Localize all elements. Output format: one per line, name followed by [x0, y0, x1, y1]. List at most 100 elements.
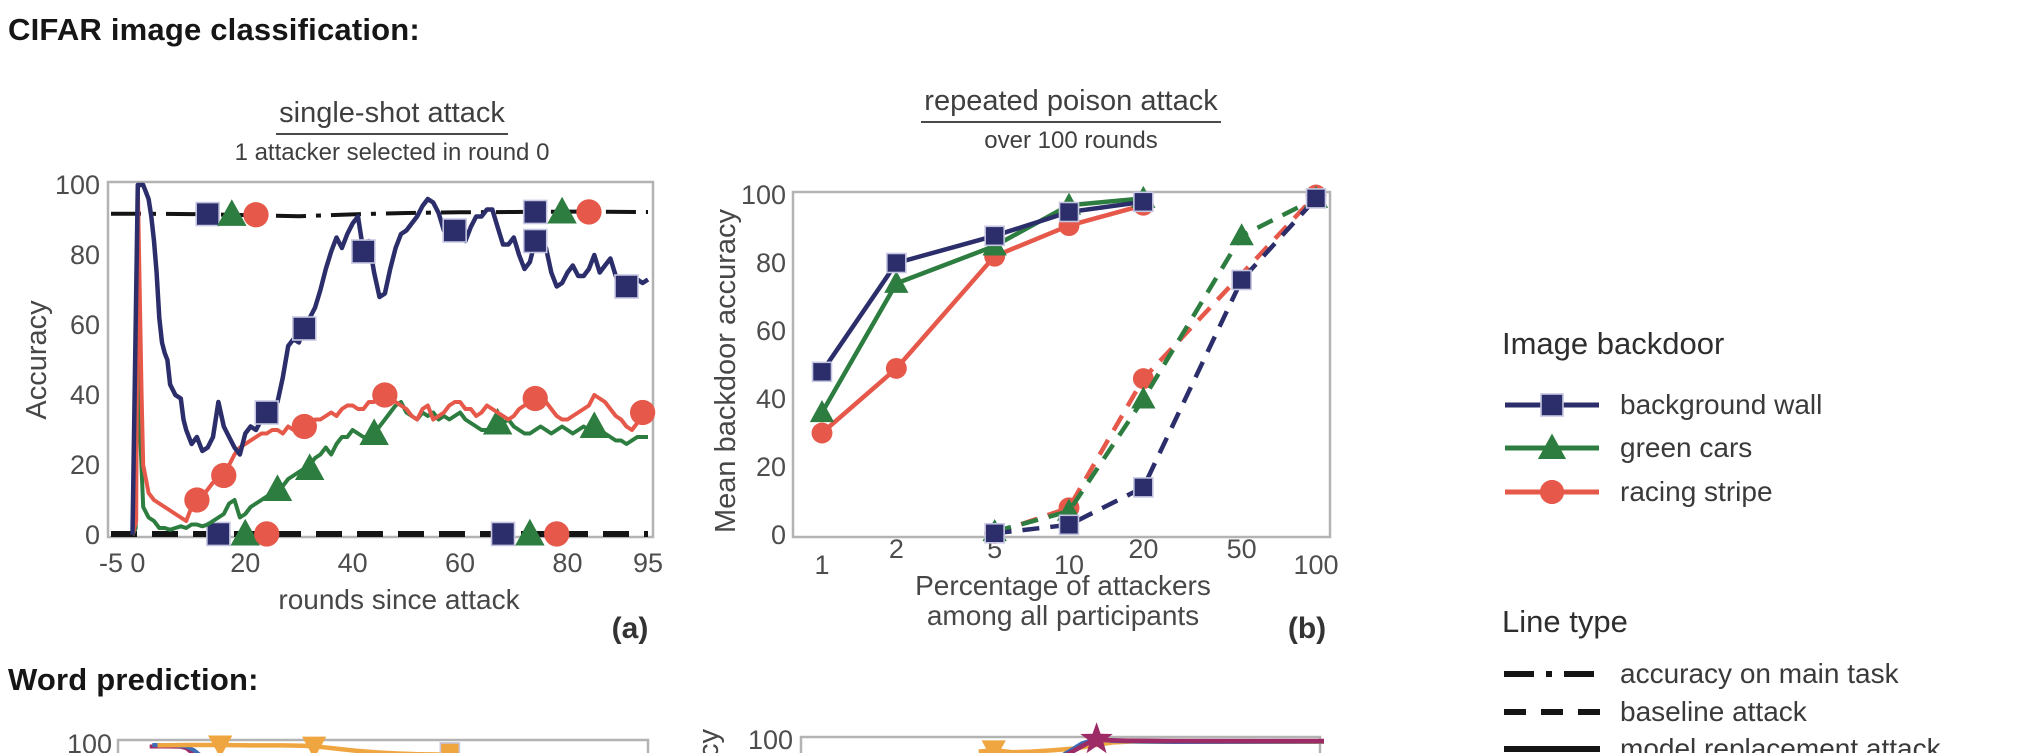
triangle-down-marker — [301, 736, 327, 753]
solid-line-sample-icon — [1504, 746, 1600, 752]
chart-c: 100 — [67, 729, 650, 753]
y-tick-label: 100 — [67, 729, 112, 753]
triangle-down-marker — [208, 735, 233, 753]
square-marker — [522, 199, 548, 225]
triangle-down-marker — [981, 740, 1006, 753]
series-line — [130, 183, 650, 536]
background-wall-line-sample-icon — [1505, 393, 1599, 417]
x-tick-label: 20 — [230, 548, 260, 578]
chart-a-ylabel: Accuracy — [21, 300, 53, 420]
panel-b-subtitle: over 100 rounds — [984, 127, 1158, 154]
square-marker — [1540, 393, 1564, 417]
panel-a-title: single-shot attack — [276, 96, 508, 135]
section-title-cifar: CIFAR image classification: — [8, 12, 420, 47]
chart-d: 100 — [748, 722, 1325, 753]
legend-item-green-cars: green cars — [1502, 432, 1752, 464]
triangle-marker — [547, 196, 577, 224]
chart-d-frame — [799, 735, 1322, 753]
chart-b-xlabel-line1: Percentage of attackers — [915, 570, 1211, 601]
legend-item-main-task: accuracy on main task — [1502, 658, 1899, 690]
circle-marker — [254, 521, 280, 547]
chart-b-frame — [791, 190, 1332, 539]
legend-label: green cars — [1620, 432, 1753, 463]
circle-marker — [184, 487, 210, 513]
series-line — [130, 183, 648, 536]
legend-item-racing-stripe: racing stripe — [1502, 476, 1773, 508]
circle-marker — [291, 413, 317, 440]
legend-label: baseline attack — [1620, 696, 1807, 727]
square-marker — [195, 201, 220, 227]
triangle-marker — [579, 411, 610, 438]
square-marker — [442, 218, 467, 243]
chart-b-ylabel: Mean backdoor accuracy — [710, 209, 742, 533]
series-line — [994, 196, 1318, 536]
triangle-marker — [217, 199, 247, 226]
triangle-marker — [809, 400, 835, 423]
y-tick-label: 80 — [70, 240, 100, 270]
panel-b-titleblock: repeated poison attack over 100 rounds — [871, 84, 1271, 155]
circle-marker — [544, 521, 570, 547]
circle-marker — [811, 422, 833, 444]
triangle-marker — [482, 407, 513, 435]
x-tick-label: 80 — [552, 548, 582, 578]
legend-item-model-replacement: model replacement attack — [1502, 733, 1941, 753]
circle-marker — [372, 382, 398, 408]
x-tick-label: 2 — [889, 534, 904, 564]
circle-marker — [1132, 368, 1154, 390]
chart-a: 0 20 40 60 80 100 -5 0 20 40 60 80 95 — [55, 170, 663, 578]
triangle-marker — [1229, 223, 1254, 246]
x-tick-label: 100 — [1293, 550, 1338, 580]
square-marker — [439, 742, 461, 753]
chart-c-frame — [116, 738, 650, 753]
square-marker — [1058, 514, 1080, 536]
square-marker — [1231, 269, 1252, 291]
y-tick-label: 100 — [55, 170, 100, 200]
panel-b-tag: (b) — [1287, 612, 1327, 645]
triangle-marker — [884, 270, 909, 293]
x-tick-label: 20 — [1128, 534, 1158, 564]
circle-marker — [629, 399, 656, 426]
square-marker — [522, 228, 548, 254]
legend-label: racing stripe — [1620, 476, 1773, 507]
triangle-marker — [1537, 433, 1567, 459]
legend-item-background-wall: background wall — [1502, 389, 1822, 421]
square-marker — [1058, 201, 1080, 223]
triangle-marker — [262, 474, 293, 501]
dashed-line-sample-icon — [1504, 709, 1600, 715]
series-line — [820, 196, 1144, 414]
square-marker — [886, 252, 907, 274]
star-marker — [1080, 722, 1113, 753]
circle-marker — [243, 202, 269, 228]
series-line — [820, 199, 1144, 374]
triangle-marker — [515, 518, 545, 546]
square-marker — [1133, 191, 1154, 213]
legend-label: background wall — [1620, 389, 1823, 420]
y-tick-label: 0 — [771, 520, 786, 550]
x-tick-label: 50 — [1227, 534, 1257, 564]
square-marker — [614, 274, 639, 299]
panel-a-subtitle: 1 attacker selected in round 0 — [234, 139, 550, 166]
x-tick-label: 40 — [338, 548, 368, 578]
circle-marker — [576, 199, 602, 225]
x-tick-label: 0 — [130, 548, 145, 578]
legend-label: model replacement attack — [1620, 733, 1941, 753]
square-marker — [1133, 477, 1154, 498]
x-tick-label: 95 — [633, 548, 663, 578]
chart-a-xlabel: rounds since attack — [278, 584, 520, 615]
section-title-word-prediction: Word prediction: — [8, 662, 259, 697]
y-tick-label: 40 — [756, 384, 786, 414]
racing-stripe-line-sample-icon — [1505, 479, 1599, 505]
square-marker — [811, 361, 833, 383]
chart-d-ylabel-clipped: Mean backdoor accuracy — [693, 691, 727, 753]
x-tick-label: 60 — [445, 548, 475, 578]
panel-b-title: repeated poison attack — [921, 84, 1221, 123]
triangle-marker — [230, 518, 260, 546]
square-marker — [254, 400, 280, 425]
square-marker — [490, 521, 516, 547]
x-tick-label: -5 — [99, 548, 123, 578]
triangle-marker — [359, 418, 389, 445]
series-line — [130, 182, 650, 536]
